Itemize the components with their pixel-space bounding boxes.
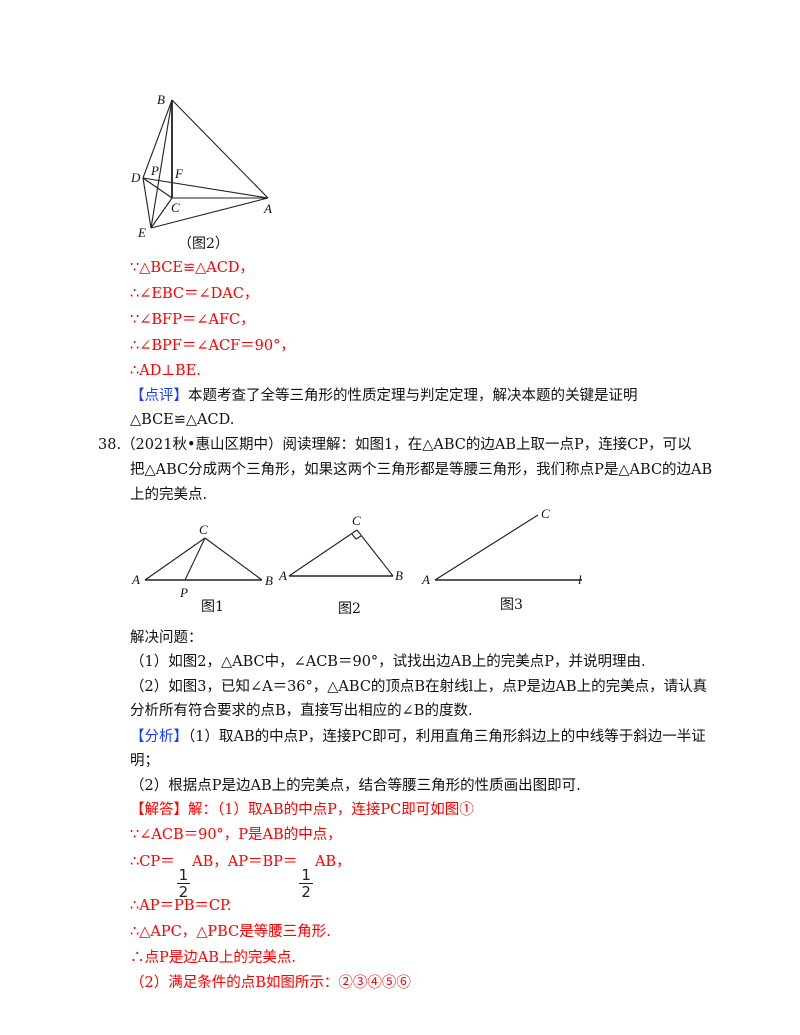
fig1-label-B: B — [265, 573, 273, 588]
proof-line: ∵∠BFP＝∠AFC， — [130, 312, 255, 328]
analysis-text: （1）取AB的中点P，连接PC即可，利用直角三角形斜边上的中线等于斜边一半证 — [188, 729, 706, 745]
fig2-caption: 图2 — [338, 601, 361, 617]
answer-text: AB，AP＝BP＝ — [192, 854, 298, 870]
fraction-denominator: 2 — [301, 883, 311, 901]
label-B: B — [157, 92, 165, 107]
question-line-1: 38.（2021秋•惠山区期中）阅读理解：如图1，在△ABC的边AB上取一点P，… — [98, 435, 692, 455]
label-F: F — [174, 166, 184, 181]
analysis-line-2: 明； — [130, 753, 159, 769]
figure-top-labels: B D P F C A E — [130, 92, 272, 240]
label-E: E — [137, 225, 146, 240]
comment-text: 本题考查了全等三角形的性质定理与判定定理，解决本题的关键是证明 — [188, 388, 638, 404]
figure-1 — [144, 537, 263, 581]
answer-line-6: ∴点P是边AB上的完美点. — [130, 950, 296, 966]
label-C: C — [171, 200, 180, 215]
analysis-line-3: （2）根据点P是边AB上的完美点，结合等腰三角形的性质画出图即可. — [130, 778, 581, 794]
question-line-2: 把△ABC分成两个三角形，如果这两个三角形都是等腰三角形，我们称点P是△ABC的… — [130, 462, 713, 478]
analysis-line-1: 【分析】（1）取AB的中点P，连接PC即可，利用直角三角形斜边上的中线等于斜边一… — [130, 727, 706, 747]
label-D: D — [130, 170, 141, 185]
question-number: 38. — [98, 437, 122, 453]
fig1-label-P: P — [179, 585, 188, 600]
question-text: （2021秋•惠山区期中）阅读理解：如图1，在△ABC的边AB上取一点P，连接C… — [121, 437, 692, 453]
answer-line-5: ∴△APC，△PBC是等腰三角形. — [130, 924, 331, 940]
fig3-caption: 图3 — [500, 597, 523, 613]
answer-text: AB， — [314, 854, 351, 870]
fraction-denominator: 2 — [178, 883, 189, 901]
fig1-label-A: A — [131, 572, 140, 587]
figure-2 — [288, 529, 394, 577]
figure-top-caption: （图2） — [178, 236, 229, 252]
analysis-tag: 【分析】 — [130, 729, 188, 745]
problem-1: （1）如图2，△ABC中，∠ACB＝90°，试找出边AB上的完美点P，并说明理由… — [130, 654, 646, 670]
proof-line: ∵△BCE≌△ACD， — [130, 260, 254, 276]
answer-line-7: （2）满足条件的点B如图所示：②③④⑤⑥ — [130, 975, 411, 991]
answer-tag: 【解答】 — [130, 802, 188, 818]
problems-heading: 解决问题： — [130, 630, 203, 646]
proof-line: ∴AD⊥BE. — [130, 363, 201, 379]
fraction-numerator: 1 — [176, 866, 191, 884]
fig3-label-A: A — [421, 572, 430, 587]
problem-2-line-1: （2）如图3，已知∠A＝36°，△ABC的顶点B在射线l上，点P是边AB上的完美… — [130, 679, 708, 695]
problem-2-line-2: 分析所有符合要求的点B，直接写出相应的∠B的度数. — [130, 703, 473, 719]
label-A: A — [263, 201, 272, 216]
question-line-3: 上的完美点. — [130, 487, 208, 503]
answer-text: 解：（1）取AB的中点P，连接PC即可如图① — [188, 802, 474, 818]
proof-line: ∴∠EBC＝∠DAC， — [130, 286, 259, 302]
fig2-label-C: C — [352, 513, 361, 528]
proof-line: ∴∠BPF＝∠ACF＝90°， — [130, 338, 295, 354]
answer-line-4: ∴AP＝PB＝CP. — [130, 898, 232, 914]
answer-line-2: ∵∠ACB＝90°，P是AB的中点， — [130, 827, 342, 843]
comment-line: 【点评】本题考查了全等三角形的性质定理与判定定理，解决本题的关键是证明 — [130, 386, 638, 406]
figure-top-diagram — [142, 99, 269, 229]
comment-tag: 【点评】 — [130, 388, 188, 404]
fraction-numerator: 1 — [299, 866, 313, 884]
fig1-caption: 图1 — [201, 599, 224, 615]
label-P: P — [150, 163, 159, 178]
answer-text: ∴CP＝ — [130, 854, 175, 870]
fig1-label-C: C — [199, 522, 208, 537]
figure-3 — [434, 514, 582, 581]
fig2-label-B: B — [395, 568, 403, 583]
fig3-label-l: l — [578, 572, 582, 587]
answer-line-3: ∴CP＝ 1 2 AB，AP＝BP＝ 1 2 AB， — [130, 852, 351, 900]
fig3-label-C: C — [541, 506, 550, 521]
answer-line-1: 【解答】解：（1）取AB的中点P，连接PC即可如图① — [130, 800, 474, 820]
comment-text-2: △BCE≌△ACD. — [130, 412, 235, 428]
fig2-label-A: A — [278, 568, 287, 583]
